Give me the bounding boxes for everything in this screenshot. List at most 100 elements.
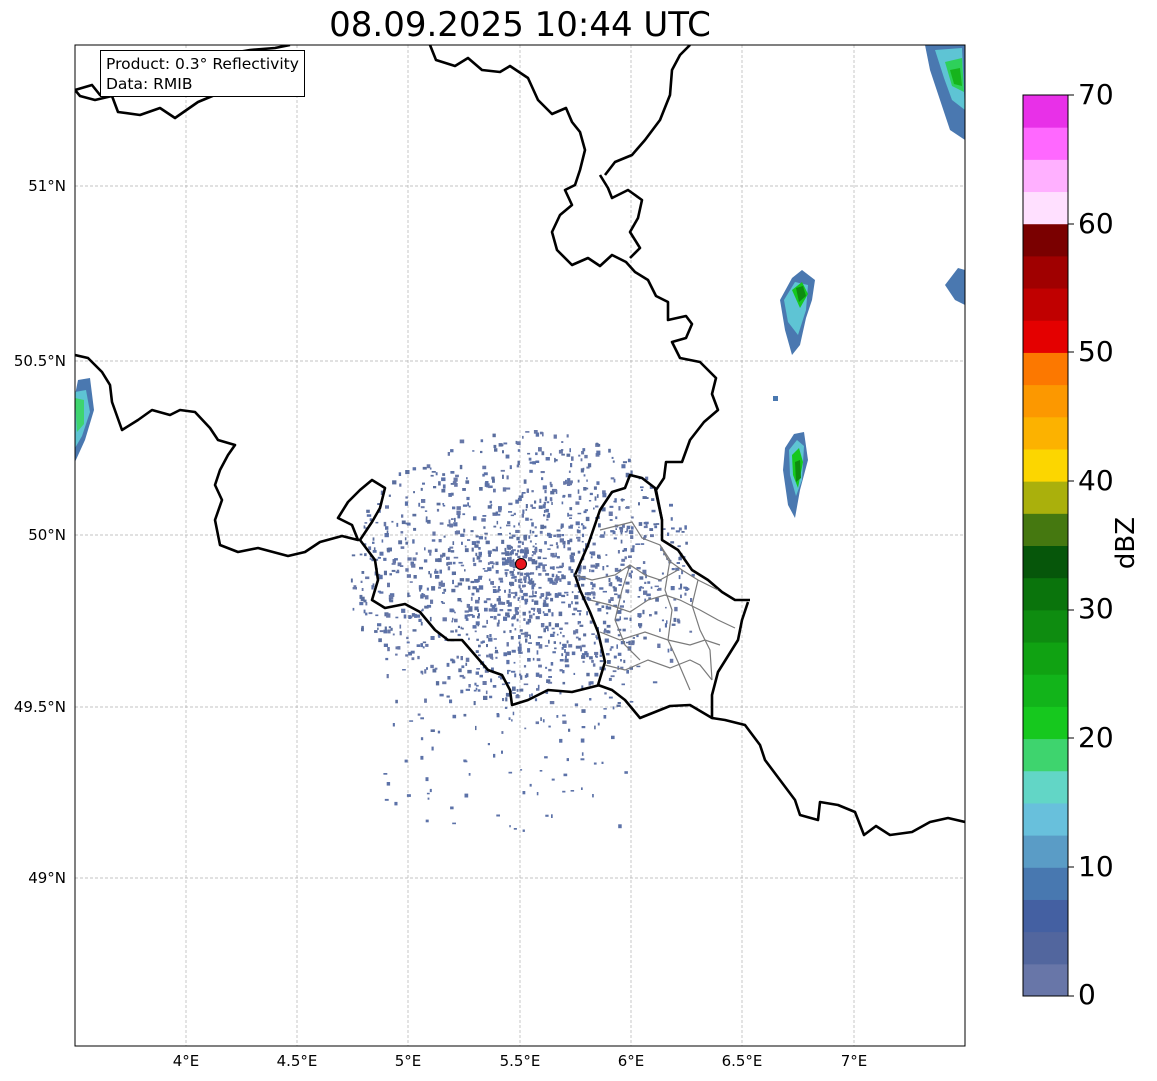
clutter-echo [375,558,379,561]
clutter-echo [538,644,543,649]
clutter-echo [512,565,517,569]
clutter-echo [505,487,511,490]
clutter-echo [488,552,491,557]
clutter-echo [537,556,542,560]
clutter-echo [495,649,498,653]
clutter-echo [645,573,647,579]
clutter-echo [617,610,622,614]
clutter-echo [420,755,424,760]
clutter-echo [612,460,615,463]
clutter-echo [463,760,468,763]
clutter-echo [512,711,515,716]
clutter-echo [588,598,592,601]
clutter-echo [630,548,635,553]
clutter-echo [505,697,508,702]
clutter-echo [482,625,487,628]
clutter-echo [528,642,532,644]
clutter-echo [547,593,552,596]
clutter-echo [570,552,575,556]
clutter-echo [607,660,611,663]
clutter-echo [530,607,536,610]
clutter-echo [590,581,593,585]
clutter-echo [478,575,482,580]
clutter-echo [384,798,389,801]
clutter-echo [405,568,409,572]
clutter-echo [473,562,477,567]
clutter-echo [644,581,647,584]
clutter-echo [383,773,388,775]
clutter-echo [383,643,388,647]
clutter-echo [437,558,442,563]
clutter-echo [580,647,582,652]
clutter-echo [617,634,621,637]
clutter-echo [454,618,458,623]
clutter-echo [517,449,521,452]
clutter-echo [453,571,456,575]
clutter-echo [511,670,516,673]
clutter-echo [638,616,641,618]
clutter-echo [635,543,638,545]
clutter-echo [460,600,463,603]
clutter-echo [544,490,547,494]
clutter-echo [637,613,642,618]
clutter-echo [413,491,415,494]
clutter-echo [371,558,376,562]
clutter-echo [621,683,625,686]
clutter-echo [541,477,544,481]
clutter-echo [613,537,617,540]
clutter-echo [467,614,471,617]
clutter-echo [578,495,582,500]
clutter-echo [501,731,504,734]
clutter-echo [503,616,508,621]
clutter-echo [663,552,665,556]
clutter-echo [475,621,480,626]
clutter-echo [571,601,573,605]
clutter-echo [495,546,498,550]
clutter-echo [610,675,615,678]
clutter-echo [380,490,384,495]
clutter-echo [464,545,467,548]
clutter-echo [515,499,519,504]
clutter-echo [559,659,564,662]
clutter-echo [537,565,541,569]
clutter-echo [452,506,456,510]
clutter-echo [645,497,649,499]
colorbar-cell [1023,931,1068,965]
clutter-echo [517,497,522,501]
clutter-echo [525,431,530,433]
clutter-echo [402,669,406,671]
clutter-echo [457,633,461,637]
clutter-echo [480,641,484,644]
clutter-echo [386,613,391,618]
clutter-echo [372,537,375,541]
clutter-echo [522,791,526,795]
clutter-echo [567,547,572,551]
clutter-echo [474,544,479,548]
clutter-echo [452,579,454,585]
clutter-echo [540,623,545,628]
clutter-echo [566,453,571,457]
clutter-echo [575,629,579,634]
clutter-echo [516,618,519,622]
clutter-echo [459,464,463,470]
clutter-echo [406,641,410,644]
clutter-echo [420,506,425,509]
clutter-echo [509,825,511,828]
clutter-echo [396,522,399,527]
colorbar-cell [1023,384,1068,418]
clutter-echo [475,588,479,591]
clutter-echo [509,561,512,566]
colorbar-cell [1023,320,1068,353]
clutter-echo [544,603,549,607]
clutter-echo [453,477,458,482]
clutter-echo [595,442,599,445]
clutter-echo [529,461,533,464]
precipitation-cells [75,45,965,518]
clutter-echo [546,501,550,504]
clutter-echo [442,484,446,489]
clutter-echo [494,646,497,650]
clutter-echo [523,479,527,484]
clutter-echo [561,534,565,537]
clutter-echo [436,508,440,512]
clutter-echo [456,506,461,510]
